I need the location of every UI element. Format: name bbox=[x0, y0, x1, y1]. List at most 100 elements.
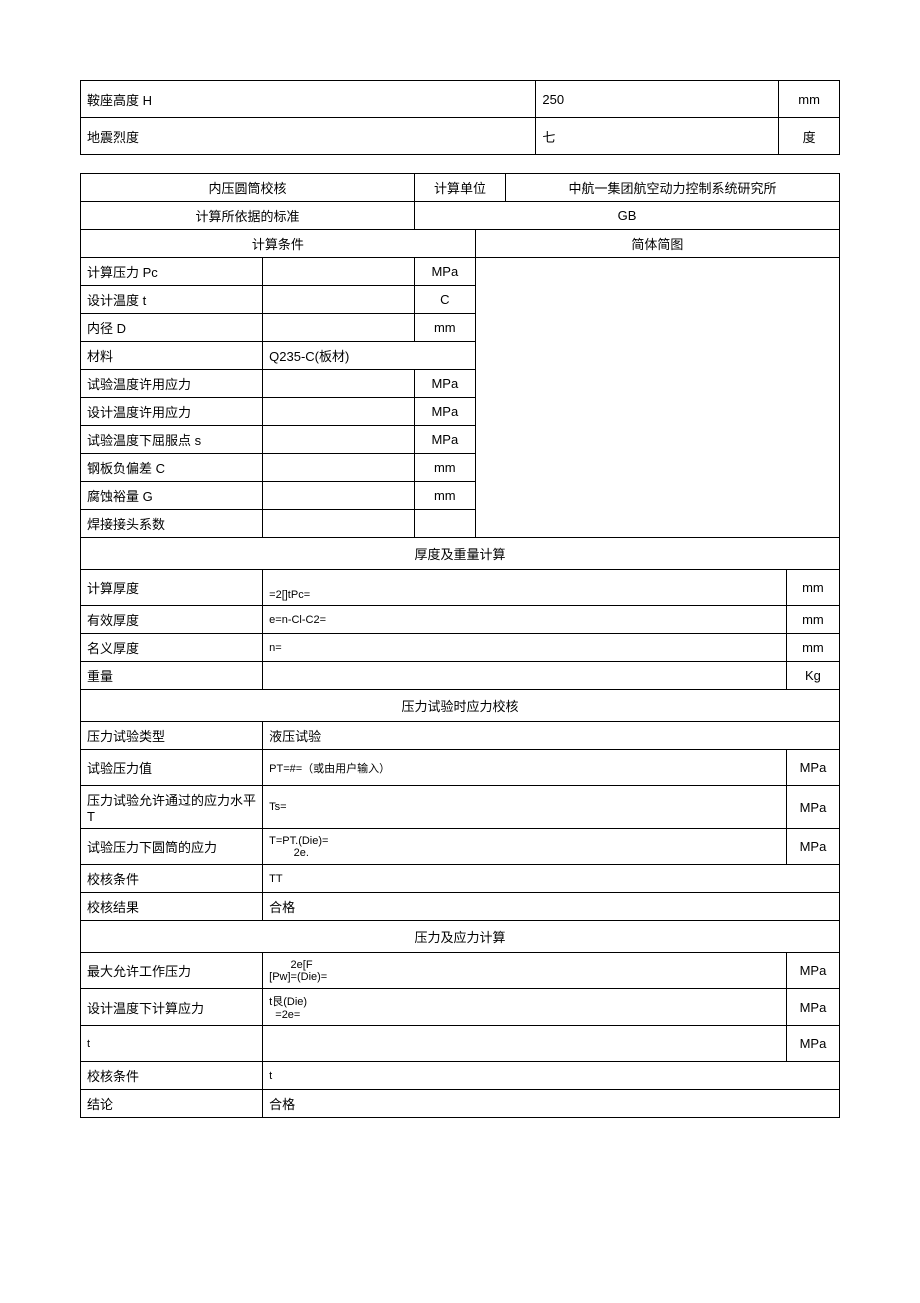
thick-unit: mm bbox=[786, 606, 839, 634]
pc-unit: MPa bbox=[786, 989, 839, 1026]
cond-label: 设计温度 t bbox=[81, 286, 263, 314]
pt-formula: 合格 bbox=[263, 893, 840, 921]
cond-label: 焊接接头系数 bbox=[81, 510, 263, 538]
table-row: 试验压力下圆筒的应力 T=PT.(Die)= 2e. MPa bbox=[81, 829, 840, 865]
table-row: 压力试验时应力校核 bbox=[81, 690, 840, 722]
cond-label: 试验温度许用应力 bbox=[81, 370, 263, 398]
cond-unit: MPa bbox=[414, 258, 475, 286]
table-row: 最大允许工作压力 2e[F [Pw]=(Die)= MPa bbox=[81, 953, 840, 989]
thick-unit: mm bbox=[786, 570, 839, 606]
cond-value bbox=[263, 510, 415, 538]
pt-formula: TT bbox=[263, 865, 840, 893]
table-row: 有效厚度 e=n-Cl-C2= mm bbox=[81, 606, 840, 634]
pc-label: 最大允许工作压力 bbox=[81, 953, 263, 989]
pt-label: 试验压力下圆筒的应力 bbox=[81, 829, 263, 865]
cond-unit: C bbox=[414, 286, 475, 314]
doc-title: 内压圆筒校核 bbox=[81, 174, 415, 202]
thick-unit: Kg bbox=[786, 662, 839, 690]
pt-label: 压力试验允许通过的应力水平 T bbox=[81, 786, 263, 829]
pt-formula: PT=#=（或由用户输入） bbox=[263, 750, 787, 786]
cond-unit bbox=[414, 510, 475, 538]
cond-label: 钢板负偏差 C bbox=[81, 454, 263, 482]
pc-formula: 2e[F [Pw]=(Die)= bbox=[263, 953, 787, 989]
table-row: 校核结果 合格 bbox=[81, 893, 840, 921]
diagram-cell bbox=[475, 258, 839, 538]
pt-unit: MPa bbox=[786, 786, 839, 829]
table-row: 计算厚度 =2[]tPc= mm bbox=[81, 570, 840, 606]
pt-label: 校核结果 bbox=[81, 893, 263, 921]
pt-formula: T=PT.(Die)= 2e. bbox=[263, 829, 787, 865]
pc-unit: MPa bbox=[786, 953, 839, 989]
pressure-calc-header: 压力及应力计算 bbox=[81, 921, 840, 953]
table-row: 校核条件 TT bbox=[81, 865, 840, 893]
pc-label: 结论 bbox=[81, 1090, 263, 1118]
pt-unit: MPa bbox=[786, 829, 839, 865]
pc-label: 校核条件 bbox=[81, 1062, 263, 1090]
table-row: 结论 合格 bbox=[81, 1090, 840, 1118]
pc-label: 设计温度下计算应力 bbox=[81, 989, 263, 1026]
param-unit: 度 bbox=[779, 118, 840, 155]
cond-value bbox=[263, 258, 415, 286]
diagram-header: 简体简图 bbox=[475, 230, 839, 258]
table-row: 试验压力值 PT=#=（或由用户输入） MPa bbox=[81, 750, 840, 786]
pc-formula: t艮(Die) =2e= bbox=[263, 989, 787, 1026]
cond-value bbox=[263, 398, 415, 426]
cond-unit: MPa bbox=[414, 426, 475, 454]
table-row: 压力试验允许通过的应力水平 T Ts= MPa bbox=[81, 786, 840, 829]
thick-unit: mm bbox=[786, 634, 839, 662]
thick-formula: =2[]tPc= bbox=[263, 570, 787, 606]
param-label: 鞍座高度 H bbox=[81, 81, 536, 118]
thickness-header: 厚度及重量计算 bbox=[81, 538, 840, 570]
pt-formula: 液压试验 bbox=[263, 722, 840, 750]
cond-value bbox=[263, 454, 415, 482]
cond-header: 计算条件 bbox=[81, 230, 476, 258]
table-row: 厚度及重量计算 bbox=[81, 538, 840, 570]
cond-label: 试验温度下屈服点 s bbox=[81, 426, 263, 454]
table-row: 内压圆筒校核 计算单位 中航一集团航空动力控制系统研究所 bbox=[81, 174, 840, 202]
cond-label: 设计温度许用应力 bbox=[81, 398, 263, 426]
pc-formula bbox=[263, 1026, 787, 1062]
thick-formula: e=n-Cl-C2= bbox=[263, 606, 787, 634]
cond-value bbox=[263, 286, 415, 314]
pc-label: t bbox=[81, 1026, 263, 1062]
table-row: 计算条件 简体简图 bbox=[81, 230, 840, 258]
table-row: 重量 Kg bbox=[81, 662, 840, 690]
pc-unit: MPa bbox=[786, 1026, 839, 1062]
table-row: 鞍座高度 H 250 mm bbox=[81, 81, 840, 118]
thick-label: 名义厚度 bbox=[81, 634, 263, 662]
param-value: 七 bbox=[536, 118, 779, 155]
cond-unit: MPa bbox=[414, 398, 475, 426]
pressure-test-header: 压力试验时应力校核 bbox=[81, 690, 840, 722]
pt-label: 校核条件 bbox=[81, 865, 263, 893]
cond-unit: mm bbox=[414, 454, 475, 482]
pt-label: 压力试验类型 bbox=[81, 722, 263, 750]
cond-unit: mm bbox=[414, 482, 475, 510]
table-row: 计算压力 Pc MPa bbox=[81, 258, 840, 286]
standard-value: GB bbox=[414, 202, 839, 230]
main-calc-table: 内压圆筒校核 计算单位 中航一集团航空动力控制系统研究所 计算所依据的标准 GB… bbox=[80, 173, 840, 1118]
cond-label: 腐蚀裕量 G bbox=[81, 482, 263, 510]
param-label: 地震烈度 bbox=[81, 118, 536, 155]
pc-formula: 合格 bbox=[263, 1090, 840, 1118]
table-row: 计算所依据的标准 GB bbox=[81, 202, 840, 230]
cond-unit: MPa bbox=[414, 370, 475, 398]
table-row: t MPa bbox=[81, 1026, 840, 1062]
thick-label: 重量 bbox=[81, 662, 263, 690]
calc-unit-label: 计算单位 bbox=[414, 174, 505, 202]
cond-unit: mm bbox=[414, 314, 475, 342]
calc-unit-value: 中航一集团航空动力控制系统研究所 bbox=[506, 174, 840, 202]
table-row: 地震烈度 七 度 bbox=[81, 118, 840, 155]
cond-label: 内径 D bbox=[81, 314, 263, 342]
pt-formula: Ts= bbox=[263, 786, 787, 829]
standard-label: 计算所依据的标准 bbox=[81, 202, 415, 230]
table-row: 设计温度下计算应力 t艮(Die) =2e= MPa bbox=[81, 989, 840, 1026]
pt-label: 试验压力值 bbox=[81, 750, 263, 786]
thick-label: 计算厚度 bbox=[81, 570, 263, 606]
cond-value bbox=[263, 370, 415, 398]
pt-unit: MPa bbox=[786, 750, 839, 786]
param-unit: mm bbox=[779, 81, 840, 118]
cond-value bbox=[263, 314, 415, 342]
param-value: 250 bbox=[536, 81, 779, 118]
table-row: 压力试验类型 液压试验 bbox=[81, 722, 840, 750]
thick-formula: n= bbox=[263, 634, 787, 662]
